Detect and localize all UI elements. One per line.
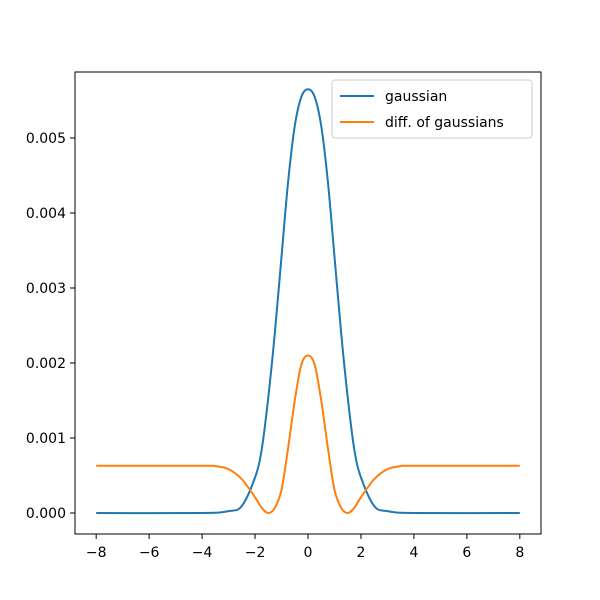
x-tick-label: 4 bbox=[409, 545, 418, 561]
y-tick-label: 0.004 bbox=[26, 206, 66, 222]
x-tick-label: 6 bbox=[462, 545, 471, 561]
legend-box bbox=[331, 79, 533, 139]
y-tick-label: 0.000 bbox=[26, 506, 66, 522]
x-tick-label: −8 bbox=[86, 545, 107, 561]
x-tick-label: −2 bbox=[245, 545, 266, 561]
legend-label: diff. of gaussians bbox=[385, 115, 504, 131]
y-tick-label: 0.002 bbox=[26, 356, 66, 372]
y-tick-label: 0.001 bbox=[26, 431, 66, 447]
x-tick-label: −6 bbox=[139, 545, 160, 561]
y-tick-label: 0.003 bbox=[26, 281, 66, 297]
series-line-1 bbox=[96, 88, 520, 515]
x-tick-label: 2 bbox=[356, 545, 365, 561]
x-tick-label: 8 bbox=[515, 545, 524, 561]
y-axis: 0.000 0.001 0.002 0.003 0.004 0.005 bbox=[26, 131, 75, 522]
plot-lines bbox=[96, 88, 520, 515]
x-tick-label: 0 bbox=[304, 545, 313, 561]
x-axis: −8 −6 −4 −2 0 2 4 6 8 bbox=[86, 534, 524, 561]
legend: gaussian diff. of gaussians bbox=[331, 79, 533, 139]
y-tick-label: 0.005 bbox=[26, 131, 66, 147]
series-line-2 bbox=[96, 354, 520, 514]
legend-label: gaussian bbox=[385, 89, 447, 105]
x-tick-label: −4 bbox=[192, 545, 213, 561]
